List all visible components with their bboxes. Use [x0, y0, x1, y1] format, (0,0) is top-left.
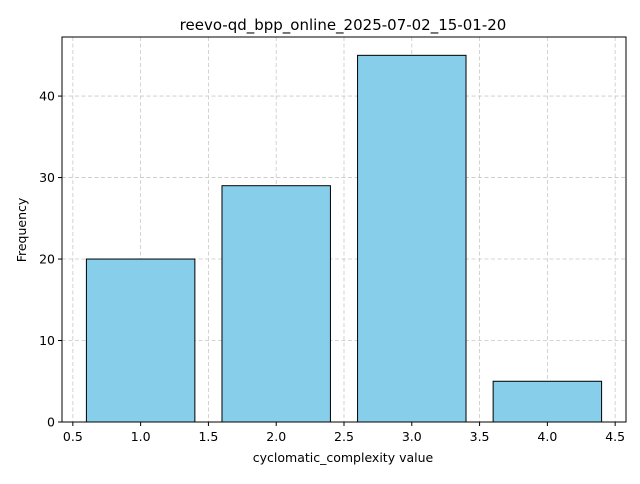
x-tick-label: 2.5	[334, 429, 354, 444]
x-tick-label: 1.5	[198, 429, 218, 444]
bars	[85, 54, 603, 423]
y-tick-label: 10	[39, 333, 55, 348]
y-tick-label: 30	[39, 170, 55, 185]
bar-4	[492, 380, 603, 423]
x-tick-label: 0.5	[63, 429, 83, 444]
y-tick-label: 0	[47, 415, 55, 430]
x-tick-label: 3.5	[470, 429, 490, 444]
y-axis-ticks: 0 10 20 30 40	[39, 89, 62, 430]
bar-1	[85, 258, 196, 423]
y-tick-label: 40	[39, 89, 55, 104]
x-tick-label: 1.0	[131, 429, 151, 444]
x-tick-label: 4.0	[537, 429, 557, 444]
x-tick-label: 3.0	[402, 429, 422, 444]
y-tick-label: 20	[39, 252, 55, 267]
chart-title: reevo-qd_bpp_online_2025-07-02_15-01-20	[180, 16, 507, 35]
y-axis-label: Frequency	[14, 197, 29, 262]
x-axis-label: cyclomatic_complexity value	[253, 450, 434, 465]
x-axis-ticks: 0.5 1.0 1.5 2.0 2.5 3.0 3.5 4.0 4.5	[63, 422, 625, 444]
bar-3	[357, 54, 467, 423]
bar-2	[221, 185, 331, 423]
x-tick-label: 4.5	[605, 429, 625, 444]
x-tick-label: 2.0	[266, 429, 286, 444]
